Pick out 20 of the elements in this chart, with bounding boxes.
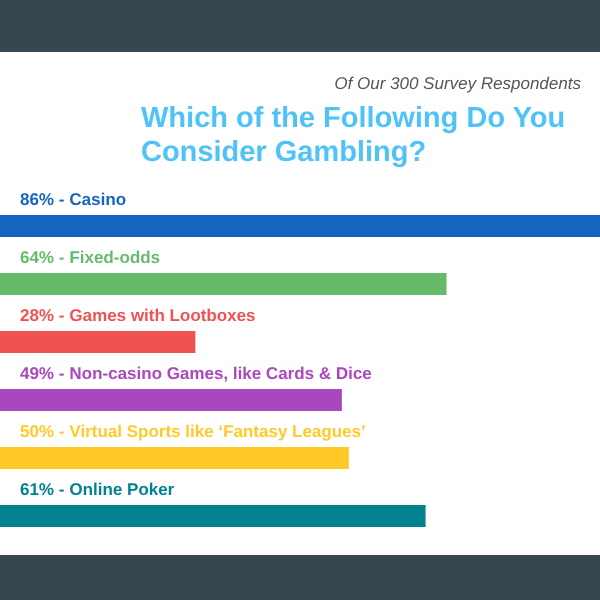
bar <box>0 447 349 469</box>
y-tick-label: Fixed-odds <box>69 248 160 267</box>
y-tick-label: Non-casino Games, like Cards & Dice <box>69 364 372 383</box>
data-label: 86% - <box>20 190 64 209</box>
y-tick-label: Online Poker <box>69 480 175 499</box>
y-tick-label: Virtual Sports like ‘Fantasy Leagues’ <box>69 422 366 441</box>
bar <box>0 505 426 527</box>
chart-title: Which of the Following Do You Consider Gambling? <box>141 102 574 168</box>
data-label: 61% - <box>20 480 64 499</box>
data-label: 64% - <box>20 248 64 267</box>
bar <box>0 273 447 295</box>
bar <box>0 331 196 353</box>
bar <box>0 389 342 411</box>
data-label: 49% - <box>20 364 64 383</box>
y-tick-label: Games with Lootboxes <box>69 306 256 325</box>
chart-subtitle: Of Our 300 Survey Respondents <box>334 74 582 93</box>
data-label: 28% - <box>20 306 64 325</box>
bar <box>0 215 600 237</box>
y-tick-label: Casino <box>69 190 126 209</box>
data-label: 50% - <box>20 422 64 441</box>
